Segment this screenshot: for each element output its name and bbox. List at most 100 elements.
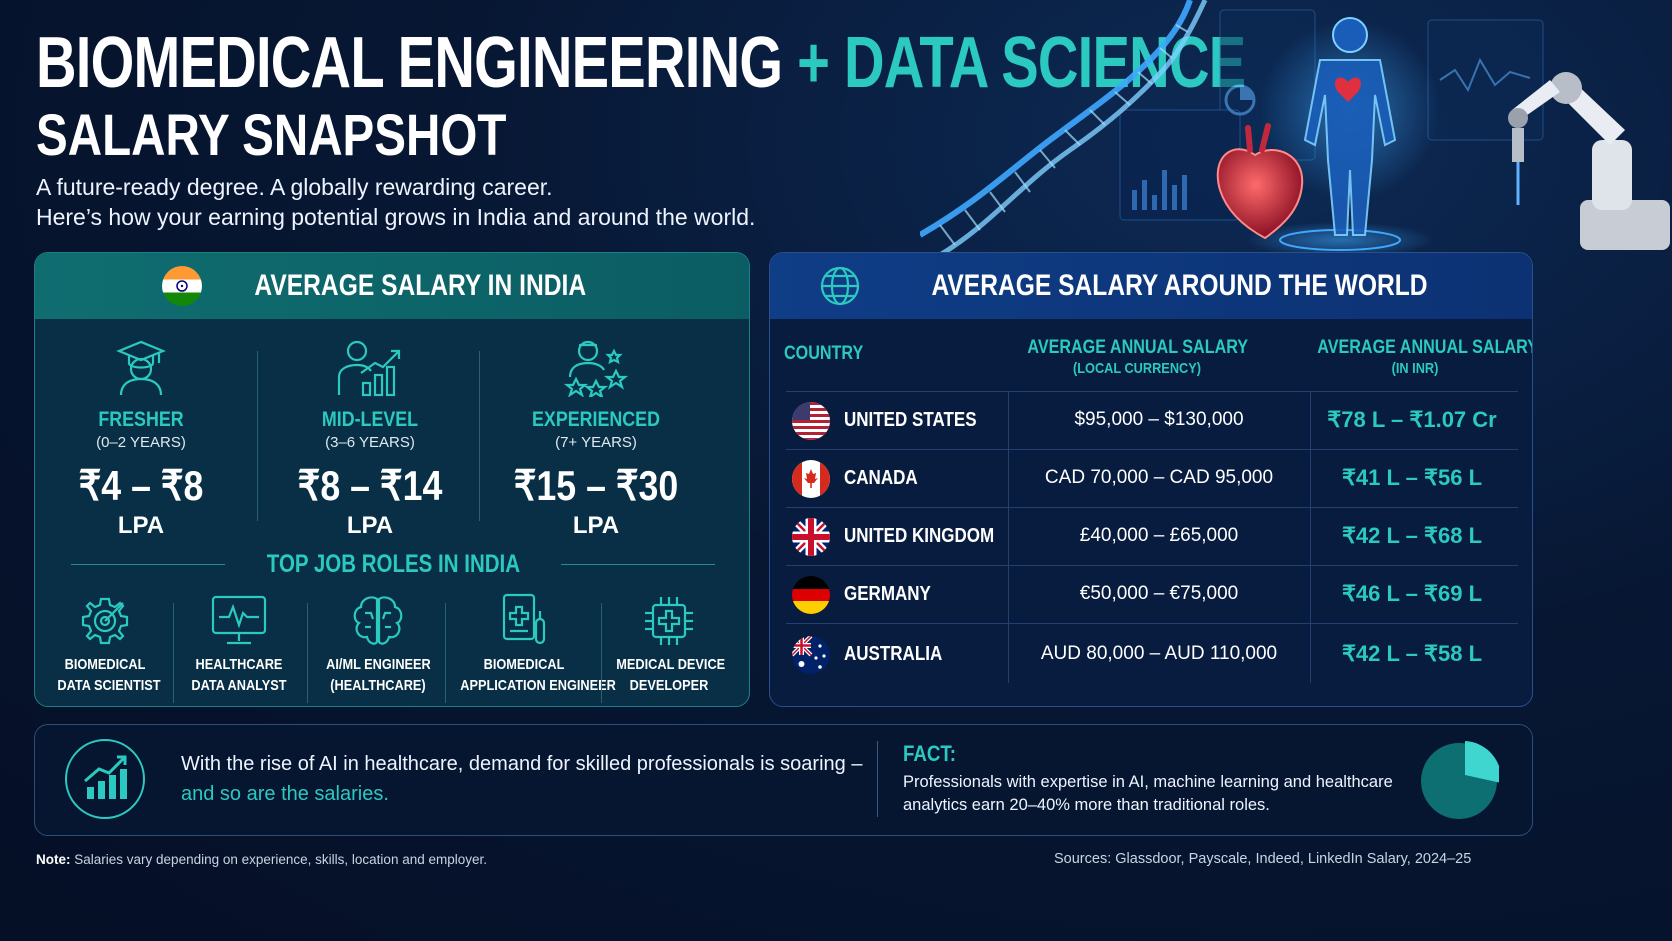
india-panel-header: AVERAGE SALARY IN INDIA bbox=[35, 253, 749, 319]
fact-text: Professionals with expertise in AI, mach… bbox=[903, 771, 1393, 817]
inr-salary: ₹42 L – ₹58 L bbox=[1341, 641, 1483, 666]
role-label-line2: APPLICATION ENGINEER bbox=[460, 677, 616, 694]
robot-arm-icon bbox=[1508, 72, 1670, 250]
local-salary: CAD 70,000 – CAD 95,000 bbox=[1044, 467, 1274, 488]
anatomical-heart-icon bbox=[1216, 123, 1304, 240]
table-row: GERMANY €50,000 – €75,000 ₹46 L – ₹69 L bbox=[786, 565, 1518, 623]
role-label-line1: HEALTHCARE bbox=[195, 656, 283, 673]
table-row: UNITED STATES $95,000 – $130,000 ₹78 L –… bbox=[786, 391, 1518, 449]
country-name: CANADA bbox=[844, 467, 918, 489]
medical-tablet-icon bbox=[502, 593, 546, 645]
demand-line-2: and so are the salaries. bbox=[181, 783, 389, 805]
level-experienced: EXPERIENCED (7+ YEARS) ₹15 – ₹30 LPA bbox=[491, 337, 701, 540]
brain-circuit-icon bbox=[353, 596, 403, 645]
header-country-label: COUNTRY bbox=[784, 343, 864, 364]
monitor-heartbeat-icon bbox=[211, 595, 267, 645]
role-ai-ml-engineer: AI/ML ENGINEER (HEALTHCARE) bbox=[317, 593, 439, 696]
role-label-line2: DATA ANALYST bbox=[191, 677, 287, 694]
hero-title: BIOMEDICAL ENGINEERING + DATA SCIENCE bbox=[36, 22, 1246, 103]
role-divider bbox=[445, 603, 446, 703]
india-flag-icon bbox=[161, 266, 202, 306]
inr-salary: ₹78 L – ₹1.07 Cr bbox=[1327, 407, 1497, 432]
demand-line-1: With the rise of AI in healthcare, deman… bbox=[181, 753, 863, 775]
fact-line-2: analytics earn 20–40% more than traditio… bbox=[903, 796, 1270, 814]
role-biomedical-application-engineer: BIOMEDICAL APPLICATION ENGINEER bbox=[449, 593, 616, 696]
fact-divider bbox=[877, 741, 878, 817]
level-years: (0–2 YEARS) bbox=[96, 434, 186, 451]
level-salary-range: ₹8 – ₹14 bbox=[297, 462, 443, 509]
intro-line-2: Here’s how your earning potential grows … bbox=[36, 204, 756, 230]
roles-title-rule bbox=[71, 563, 225, 565]
level-fresher: FRESHER (0–2 YEARS) ₹4 – ₹8 LPA bbox=[36, 337, 246, 540]
footer-note: Note: Salaries vary depending on experie… bbox=[36, 852, 487, 867]
country-name: AUSTRALIA bbox=[844, 643, 943, 665]
role-label-line2: DEVELOPER bbox=[629, 677, 709, 694]
header-inr-salary: AVERAGE ANNUAL SALARY (IN INR) bbox=[1300, 337, 1532, 379]
graduate-icon bbox=[116, 340, 166, 396]
header-local-salary: AVERAGE ANNUAL SALARY (LOCAL CURRENCY) bbox=[1008, 337, 1266, 379]
local-salary: $95,000 – $130,000 bbox=[1074, 409, 1244, 430]
country-name: UNITED KINGDOM bbox=[844, 525, 995, 547]
role-healthcare-data-analyst: HEALTHCARE DATA ANALYST bbox=[183, 593, 295, 696]
intro-line-1: A future-ready degree. A globally reward… bbox=[36, 174, 553, 200]
local-salary: €50,000 – €75,000 bbox=[1079, 583, 1239, 604]
trend-chart-icon bbox=[65, 739, 145, 819]
fact-line-1: Professionals with expertise in AI, mach… bbox=[903, 773, 1393, 791]
table-row: UNITED KINGDOM £40,000 – £65,000 ₹42 L –… bbox=[786, 507, 1518, 565]
table-row: AUSTRALIA AUD 80,000 – AUD 110,000 ₹42 L… bbox=[786, 623, 1518, 685]
level-mid: MID-LEVEL (3–6 YEARS) ₹8 – ₹14 LPA bbox=[265, 337, 475, 540]
demand-statement: With the rise of AI in healthcare, deman… bbox=[181, 749, 862, 809]
level-name: EXPERIENCED bbox=[532, 408, 660, 431]
level-salary-range: ₹15 – ₹30 bbox=[513, 462, 679, 509]
table-column-divider bbox=[1310, 391, 1311, 683]
role-label-line2: (HEALTHCARE) bbox=[330, 677, 426, 694]
india-panel-title: AVERAGE SALARY IN INDIA bbox=[254, 269, 586, 302]
fact-bar: With the rise of AI in healthcare, deman… bbox=[34, 724, 1533, 836]
title-part1: BIOMEDICAL ENGINEERING bbox=[36, 23, 783, 103]
world-panel-title: AVERAGE SALARY AROUND THE WORLD bbox=[931, 269, 1429, 302]
roles-title-rule bbox=[561, 563, 716, 565]
pie-chart-icon bbox=[1421, 741, 1499, 819]
level-salary-unit: LPA bbox=[117, 512, 165, 539]
roles-title: TOP JOB ROLES IN INDIA bbox=[266, 549, 520, 578]
level-name: MID-LEVEL bbox=[321, 408, 419, 431]
us-flag-icon bbox=[792, 402, 830, 440]
table-column-divider bbox=[1008, 391, 1009, 683]
local-salary: £40,000 – £65,000 bbox=[1079, 525, 1239, 546]
australia-flag-icon bbox=[792, 636, 830, 674]
roles-title-row: TOP JOB ROLES IN INDIA bbox=[71, 549, 716, 579]
level-salary-range: ₹4 – ₹8 bbox=[78, 462, 204, 509]
level-salary-unit: LPA bbox=[346, 512, 394, 539]
note-text: Salaries vary depending on experience, s… bbox=[74, 852, 488, 867]
inr-salary: ₹42 L – ₹68 L bbox=[1341, 523, 1483, 548]
header-country: COUNTRY bbox=[784, 343, 877, 364]
note-label: Note: bbox=[36, 852, 71, 867]
level-divider bbox=[479, 351, 480, 521]
title-plus: + bbox=[797, 23, 830, 103]
header-local-main: AVERAGE ANNUAL SALARY bbox=[1027, 337, 1249, 358]
role-divider bbox=[601, 603, 602, 703]
title-part2: DATA SCIENCE bbox=[843, 23, 1246, 103]
uk-flag-icon bbox=[792, 518, 830, 556]
role-label-line1: MEDICAL DEVICE bbox=[616, 656, 726, 673]
world-salary-panel: AVERAGE SALARY AROUND THE WORLD COUNTRY … bbox=[769, 252, 1533, 707]
footer-sources: Sources: Glassdoor, Payscale, Indeed, Li… bbox=[1054, 851, 1472, 867]
table-row: CANADA CAD 70,000 – CAD 95,000 ₹41 L – ₹… bbox=[786, 449, 1518, 507]
hero-subtitle-heading: SALARY SNAPSHOT bbox=[36, 103, 507, 168]
canada-flag-icon bbox=[792, 460, 830, 498]
header-local-sub: (LOCAL CURRENCY) bbox=[1073, 360, 1201, 377]
country-name: GERMANY bbox=[844, 583, 931, 605]
level-salary-unit: LPA bbox=[572, 512, 620, 539]
chip-plus-icon bbox=[645, 597, 693, 645]
header-inr-sub: (IN INR) bbox=[1391, 360, 1439, 377]
level-name: FRESHER bbox=[98, 408, 184, 431]
role-label-line1: AI/ML ENGINEER bbox=[326, 656, 431, 673]
role-label-line1: BIOMEDICAL bbox=[64, 656, 146, 673]
inr-salary: ₹41 L – ₹56 L bbox=[1341, 465, 1483, 490]
germany-flag-icon bbox=[792, 576, 830, 614]
role-label-line2: DATA SCIENTIST bbox=[57, 677, 161, 694]
role-divider bbox=[173, 603, 174, 703]
india-salary-panel: AVERAGE SALARY IN INDIA FRESHER (0–2 YEA… bbox=[34, 252, 750, 707]
role-label-line1: BIOMEDICAL bbox=[483, 656, 565, 673]
country-name: UNITED STATES bbox=[844, 409, 977, 431]
